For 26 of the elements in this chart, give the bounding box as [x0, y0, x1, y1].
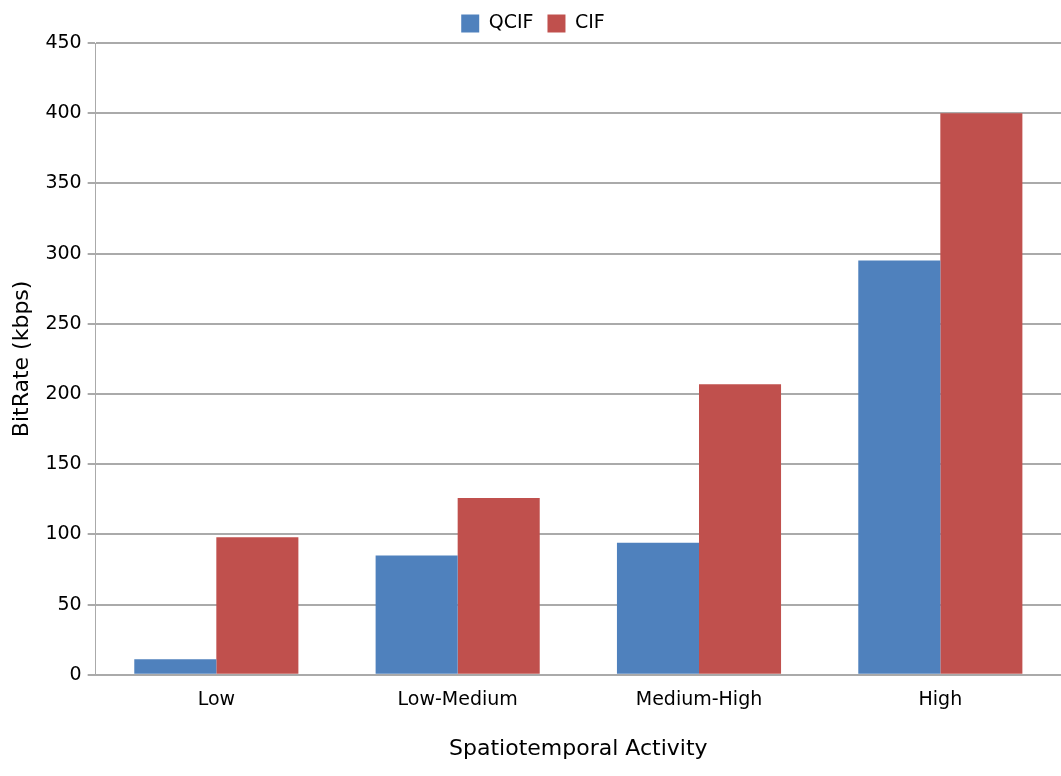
x-tick-label: Low — [197, 687, 236, 710]
legend-label: QCIF — [488, 10, 534, 33]
y-tick-label: 450 — [45, 29, 82, 52]
y-tick-label: 250 — [45, 310, 82, 333]
y-tick-label: 150 — [45, 451, 82, 474]
bar — [699, 384, 782, 674]
bar — [375, 555, 458, 674]
bar — [940, 113, 1023, 674]
bar — [858, 260, 941, 674]
x-axis-title: Spatiotemporal Activity — [449, 734, 708, 760]
bar — [216, 537, 299, 674]
y-tick-label: 300 — [45, 240, 82, 263]
legend-label: CIF — [574, 10, 605, 33]
bar — [457, 497, 540, 674]
x-tick-label: Medium-High — [635, 687, 763, 710]
y-tick-label: 50 — [57, 591, 82, 614]
y-tick-label: 200 — [45, 380, 82, 403]
x-tick-label: Low-Medium — [397, 687, 518, 710]
y-tick-label: 350 — [45, 170, 82, 193]
y-tick-label: 100 — [45, 521, 82, 544]
bar — [616, 542, 699, 674]
y-tick-label: 0 — [69, 661, 82, 684]
bar — [134, 659, 217, 674]
y-axis-title: BitRate (kbps) — [7, 280, 33, 438]
x-tick-label: High — [918, 687, 963, 710]
y-tick-label: 400 — [45, 100, 82, 123]
